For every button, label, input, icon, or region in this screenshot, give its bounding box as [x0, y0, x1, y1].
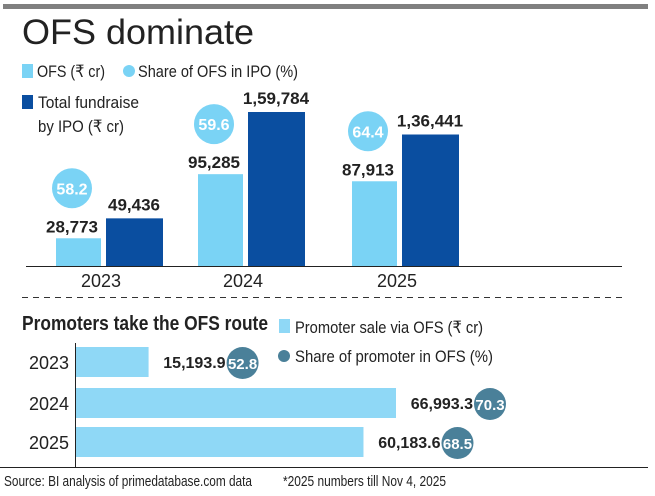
legend-ofs-label: OFS (₹ cr) — [37, 62, 105, 81]
x-tick-label: 2024 — [223, 271, 263, 291]
total-value-label: 1,59,784 — [243, 89, 310, 108]
promoter-share-value: 70.3 — [475, 397, 504, 414]
column-chart: 28,773 49,436 58.2 2023 95,285 1,59,784 59.6 20… — [46, 89, 463, 291]
total-fundraise-bar — [248, 112, 305, 266]
legend-share-ofs-dot — [123, 65, 135, 77]
legend-promoter-share-dot — [278, 350, 290, 362]
legend-share-ofs-label: Share of OFS in IPO (%) — [138, 62, 298, 81]
legend-total-label-line1: Total fundraise — [38, 93, 139, 112]
promoter-share-bubble — [226, 347, 259, 379]
horizontal-bar-chart: 2023 15,193.9 52.8 2024 66,993.3 70.3 2025 60,1… — [29, 347, 506, 459]
legend-total-swatch — [22, 95, 33, 109]
promoter-sale-bar — [76, 347, 149, 377]
legend-promoter-label: Promoter sale via OFS (₹ cr) — [295, 318, 483, 337]
total-value-label: 1,36,441 — [397, 111, 463, 130]
x-tick-label: 2023 — [81, 271, 121, 291]
share-ofs-value: 58.2 — [56, 181, 87, 198]
total-fundraise-bar — [402, 134, 459, 266]
promoter-share-bubble — [441, 427, 474, 459]
subchart-title: Promoters take the OFS route — [22, 313, 268, 335]
y-tick-label: 2024 — [29, 394, 69, 414]
legend-promoter-swatch — [279, 319, 290, 333]
top-rule — [3, 4, 648, 9]
y-tick-label: 2023 — [29, 353, 69, 373]
legend-ofs-swatch — [22, 64, 33, 78]
source-note: Source: BI analysis of primedatabase.com… — [4, 473, 253, 490]
ofs-value-label: 28,773 — [46, 217, 98, 236]
y-tick-label: 2025 — [29, 433, 69, 453]
share-ofs-bubble — [348, 111, 388, 152]
date-footnote: *2025 numbers till Nov 4, 2025 — [283, 473, 446, 490]
promoter-sale-value: 15,193.9 — [163, 355, 225, 372]
legend-total-label-line2: by IPO (₹ cr) — [38, 117, 124, 136]
share-ofs-value: 59.6 — [198, 117, 229, 134]
ofs-value-label: 87,913 — [342, 160, 394, 179]
promoter-sale-bar — [76, 427, 364, 457]
promoter-share-bubble — [474, 388, 506, 420]
promoter-sale-bar — [76, 388, 396, 418]
total-value-label: 49,436 — [108, 195, 160, 214]
promoter-sale-value: 60,183.6 — [378, 435, 440, 452]
ofs-bar — [352, 181, 397, 266]
legend-promoter-share-label: Share of promoter in OFS (%) — [295, 347, 493, 366]
ofs-bar — [56, 238, 101, 266]
share-ofs-bubble — [194, 104, 234, 145]
total-fundraise-bar — [106, 218, 163, 266]
ofs-bar — [198, 174, 243, 266]
chart-title: OFS dominate — [22, 13, 254, 52]
promoter-share-value: 52.8 — [228, 356, 257, 373]
ofs-value-label: 95,285 — [188, 153, 240, 172]
share-ofs-bubble — [52, 168, 92, 209]
promoter-sale-value: 66,993.3 — [411, 396, 473, 413]
share-ofs-value: 64.4 — [352, 124, 383, 141]
promoter-share-value: 68.5 — [443, 436, 472, 453]
x-tick-label: 2025 — [377, 271, 417, 291]
